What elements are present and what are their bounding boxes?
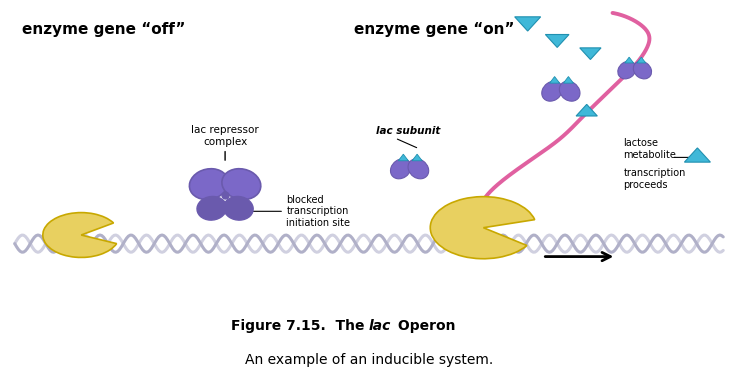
Text: lac repressor
complex: lac repressor complex (191, 125, 259, 147)
Ellipse shape (408, 159, 429, 179)
Ellipse shape (542, 81, 562, 101)
Wedge shape (43, 212, 117, 257)
Polygon shape (684, 148, 711, 162)
Ellipse shape (618, 61, 636, 79)
Ellipse shape (559, 81, 580, 101)
Polygon shape (580, 48, 601, 60)
Wedge shape (430, 197, 535, 259)
Text: An example of an inducible system.: An example of an inducible system. (245, 353, 493, 367)
Text: Figure 7.15.  The: Figure 7.15. The (230, 319, 369, 333)
Ellipse shape (390, 159, 411, 179)
Text: Operon: Operon (393, 319, 456, 333)
Text: lactose
metabolite: lactose metabolite (624, 138, 677, 159)
Polygon shape (637, 57, 646, 63)
Ellipse shape (197, 197, 227, 220)
Text: lac subunit: lac subunit (376, 126, 441, 136)
Text: blocked
transcription
initiation site: blocked transcription initiation site (286, 195, 351, 228)
Polygon shape (545, 34, 569, 48)
Ellipse shape (190, 169, 228, 200)
Polygon shape (514, 17, 541, 31)
Polygon shape (563, 77, 573, 83)
Polygon shape (412, 154, 422, 161)
Polygon shape (399, 154, 408, 161)
Text: lac: lac (369, 319, 391, 333)
Polygon shape (576, 104, 597, 116)
Ellipse shape (224, 197, 253, 220)
Ellipse shape (222, 169, 261, 200)
Polygon shape (550, 77, 559, 83)
Polygon shape (624, 57, 634, 63)
Text: transcription
proceeds: transcription proceeds (624, 168, 686, 190)
Text: enzyme gene “off”: enzyme gene “off” (22, 22, 186, 36)
Ellipse shape (633, 61, 652, 79)
Text: enzyme gene “on”: enzyme gene “on” (354, 22, 514, 36)
